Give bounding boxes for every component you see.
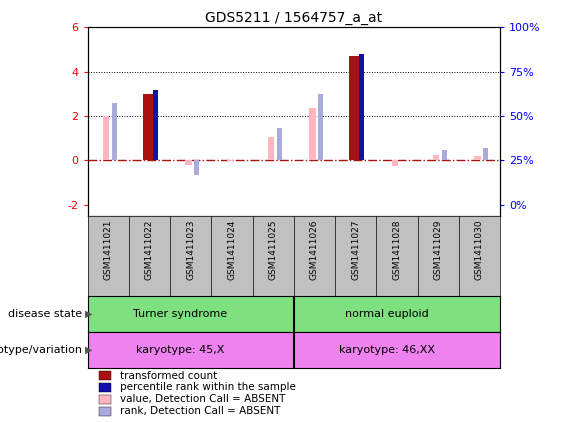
Bar bbox=[268, 137, 275, 160]
Bar bbox=[433, 155, 440, 160]
Text: karyotype: 46,XX: karyotype: 46,XX bbox=[338, 345, 434, 355]
Text: transformed count: transformed count bbox=[120, 371, 217, 381]
Title: GDS5211 / 1564757_a_at: GDS5211 / 1564757_a_at bbox=[205, 11, 383, 25]
Bar bbox=[277, 128, 282, 160]
Bar bbox=[442, 151, 447, 160]
Text: rank, Detection Call = ABSENT: rank, Detection Call = ABSENT bbox=[120, 406, 280, 416]
Bar bbox=[483, 148, 488, 160]
Text: ▶: ▶ bbox=[85, 345, 92, 355]
Text: GSM1411024: GSM1411024 bbox=[228, 220, 236, 280]
Text: GSM1411027: GSM1411027 bbox=[351, 220, 360, 280]
Text: GSM1411023: GSM1411023 bbox=[186, 220, 195, 280]
Text: value, Detection Call = ABSENT: value, Detection Call = ABSENT bbox=[120, 394, 285, 404]
Text: ▶: ▶ bbox=[85, 309, 92, 319]
Text: GSM1411025: GSM1411025 bbox=[269, 220, 277, 280]
Bar bbox=[318, 94, 323, 160]
Text: percentile rank within the sample: percentile rank within the sample bbox=[120, 382, 295, 393]
Text: karyotype: 45,X: karyotype: 45,X bbox=[136, 345, 224, 355]
Bar bbox=[153, 90, 158, 160]
Text: normal euploid: normal euploid bbox=[345, 309, 428, 319]
Bar bbox=[185, 160, 192, 165]
Bar bbox=[309, 108, 316, 160]
Text: genotype/variation: genotype/variation bbox=[0, 345, 82, 355]
Text: GSM1411026: GSM1411026 bbox=[310, 220, 319, 280]
Text: GSM1411022: GSM1411022 bbox=[145, 220, 154, 280]
Bar bbox=[474, 157, 481, 160]
Bar bbox=[359, 54, 364, 160]
Bar bbox=[112, 103, 117, 160]
Text: disease state: disease state bbox=[8, 309, 82, 319]
Text: Turner syndrome: Turner syndrome bbox=[133, 309, 228, 319]
Bar bbox=[227, 160, 233, 162]
Text: GSM1411028: GSM1411028 bbox=[393, 220, 401, 280]
Bar bbox=[194, 160, 199, 175]
Bar bbox=[103, 116, 110, 160]
Text: GSM1411030: GSM1411030 bbox=[475, 220, 484, 280]
Bar bbox=[349, 56, 362, 160]
Bar bbox=[392, 160, 398, 166]
Text: GSM1411021: GSM1411021 bbox=[104, 220, 112, 280]
Bar bbox=[143, 94, 156, 160]
Text: GSM1411029: GSM1411029 bbox=[434, 220, 442, 280]
